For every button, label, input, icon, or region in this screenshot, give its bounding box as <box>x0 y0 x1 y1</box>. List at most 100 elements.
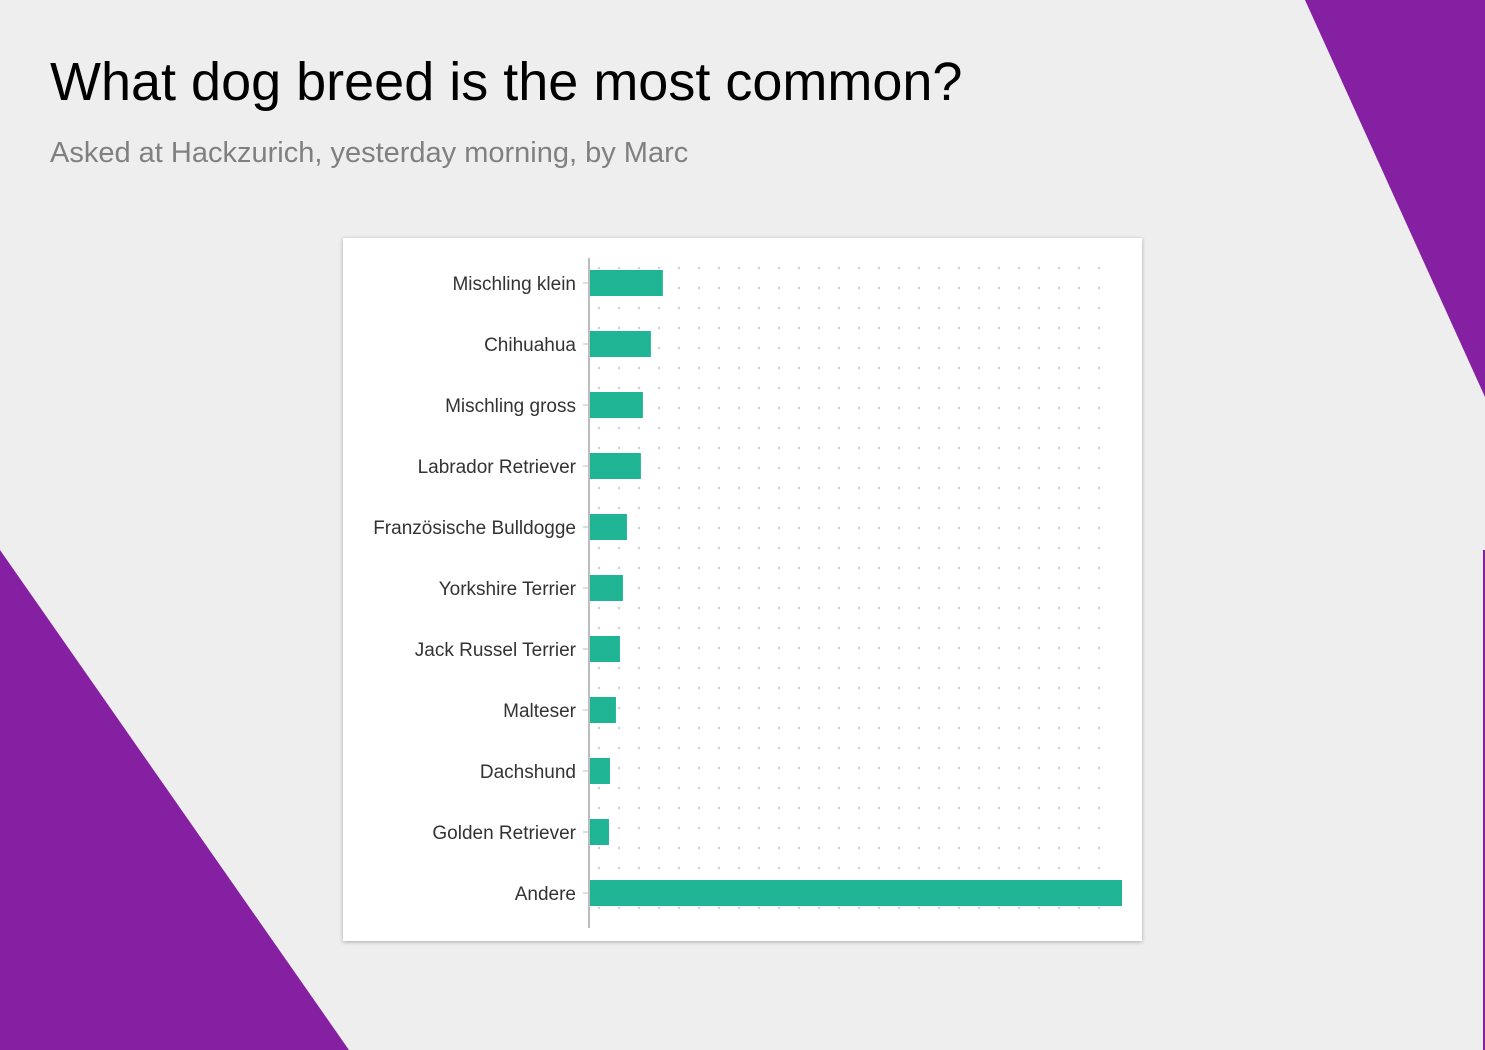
grid-dot <box>1057 726 1061 730</box>
grid-dot <box>937 346 941 350</box>
grid-dot <box>1037 366 1041 370</box>
bar-5 <box>589 514 627 540</box>
grid-dot <box>937 386 941 390</box>
grid-dot <box>777 306 781 310</box>
grid-dot <box>977 266 981 270</box>
grid-dot <box>837 426 841 430</box>
grid-dot <box>1097 866 1101 870</box>
grid-dot <box>757 286 761 290</box>
grid-dot <box>1097 546 1101 550</box>
grid-dot <box>617 746 621 750</box>
grid-dot <box>697 846 701 850</box>
grid-dot <box>697 406 701 410</box>
grid-dot <box>1057 806 1061 810</box>
grid-dot <box>617 426 621 430</box>
grid-dot <box>857 506 861 510</box>
grid-dot <box>917 546 921 550</box>
grid-dot <box>897 806 901 810</box>
grid-dot <box>757 446 761 450</box>
grid-dot <box>737 686 741 690</box>
grid-dot <box>677 306 681 310</box>
grid-dot <box>657 846 661 850</box>
grid-dot <box>677 506 681 510</box>
grid-dot <box>957 346 961 350</box>
grid-dot <box>737 786 741 790</box>
grid-dot <box>797 326 801 330</box>
grid-dot <box>797 786 801 790</box>
grid-dot <box>1077 786 1081 790</box>
grid-dot <box>717 606 721 610</box>
grid-dot <box>717 766 721 770</box>
grid-dot <box>717 566 721 570</box>
grid-dot <box>737 586 741 590</box>
grid-dot <box>897 486 901 490</box>
grid-dot <box>637 766 641 770</box>
grid-dot <box>677 406 681 410</box>
grid-dot <box>797 706 801 710</box>
grid-dot <box>757 786 761 790</box>
grid-dot <box>1077 586 1081 590</box>
grid-dot <box>1017 666 1021 670</box>
grid-dot <box>1057 346 1061 350</box>
grid-dot <box>857 866 861 870</box>
grid-dot <box>777 766 781 770</box>
grid-dot <box>917 386 921 390</box>
grid-dot <box>1017 446 1021 450</box>
bar-1 <box>589 270 663 296</box>
grid-dot <box>717 846 721 850</box>
grid-dot <box>1037 806 1041 810</box>
grid-dot <box>677 266 681 270</box>
grid-dot <box>1077 666 1081 670</box>
grid-dot <box>717 706 721 710</box>
grid-dot <box>1097 606 1101 610</box>
grid-dot <box>717 906 721 910</box>
grid-dot <box>697 786 701 790</box>
grid-dot <box>877 526 881 530</box>
grid-dot <box>877 646 881 650</box>
grid-dot <box>937 566 941 570</box>
grid-dot <box>877 466 881 470</box>
grid-dot <box>637 506 641 510</box>
grid-dot <box>957 666 961 670</box>
grid-dot <box>657 346 661 350</box>
grid-dot <box>737 706 741 710</box>
grid-dot <box>1017 806 1021 810</box>
grid-dot <box>937 306 941 310</box>
grid-dot <box>777 366 781 370</box>
grid-dot <box>1037 426 1041 430</box>
grid-dot <box>1017 406 1021 410</box>
grid-dot <box>1037 326 1041 330</box>
grid-dot <box>757 826 761 830</box>
grid-dot <box>697 566 701 570</box>
grid-dot <box>1037 826 1041 830</box>
grid-dot <box>897 366 901 370</box>
grid-dot <box>857 566 861 570</box>
grid-dot <box>977 426 981 430</box>
bar-9 <box>589 758 610 784</box>
grid-dot <box>917 506 921 510</box>
grid-dot <box>797 746 801 750</box>
grid-dot <box>897 406 901 410</box>
grid-dot <box>937 586 941 590</box>
grid-dot <box>937 906 941 910</box>
bar-8 <box>589 697 616 723</box>
category-label: Golden Retriever <box>432 823 576 844</box>
grid-dot <box>917 706 921 710</box>
grid-dot <box>697 466 701 470</box>
grid-dot <box>1057 766 1061 770</box>
grid-dot <box>1017 826 1021 830</box>
grid-dot <box>997 426 1001 430</box>
grid-dot <box>1077 306 1081 310</box>
grid-dot <box>997 346 1001 350</box>
grid-dot <box>817 566 821 570</box>
grid-dot <box>617 306 621 310</box>
grid-dot <box>897 506 901 510</box>
grid-dot <box>837 506 841 510</box>
grid-dot <box>977 646 981 650</box>
grid-dot <box>617 386 621 390</box>
grid-dot <box>877 446 881 450</box>
grid-dot <box>837 846 841 850</box>
grid-dot <box>937 446 941 450</box>
grid-dot <box>1077 466 1081 470</box>
grid-dot <box>797 686 801 690</box>
